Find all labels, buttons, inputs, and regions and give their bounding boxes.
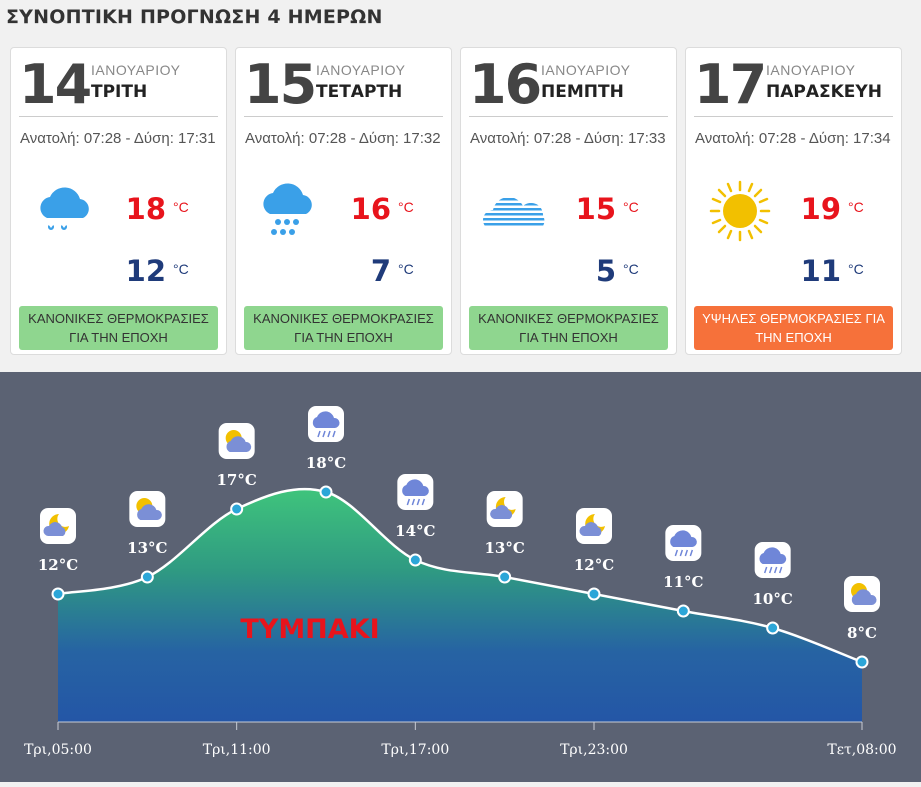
rain-cloud-icon (397, 474, 434, 510)
day-card: 16 ΙΑΝΟΥΑΡΙΟΥ ΠΕΜΠΤΗ Ανατολή: 07:28 - Δύ… (460, 47, 677, 355)
point-temperature-label: 12°C (38, 556, 78, 574)
temperature-badge: ΚΑΝΟΝΙΚΕΣ ΘΕΡΜΟΚΡΑΣΙΕΣ ΓΙΑ ΤΗΝ ΕΠΟΧΗ (19, 306, 218, 350)
weekday-label: ΠΑΡΑΣΚΕΥΗ (766, 82, 882, 102)
divider (469, 116, 668, 117)
moon-cloud-icon (486, 491, 523, 527)
day-number: 16 (469, 53, 542, 116)
sun-cloud-icon (129, 491, 166, 527)
x-tick-label: Τρι,11:00 (203, 742, 271, 758)
max-temp-unit: °C (623, 199, 639, 215)
temperature-point[interactable] (766, 621, 780, 635)
sunrise-sunset: Ανατολή: 07:28 - Δύση: 17:31 (20, 130, 216, 147)
temperature-point[interactable] (230, 502, 244, 516)
min-temperature: 12 (125, 254, 166, 288)
min-temp-unit: °C (173, 261, 189, 277)
min-temp-unit: °C (848, 261, 864, 277)
month-label: ΙΑΝΟΥΑΡΙΟΥ (766, 62, 856, 78)
weekday-label: ΤΡΙΤΗ (91, 82, 148, 102)
x-tick-label: Τετ,08:00 (827, 742, 896, 758)
temperature-badge: ΚΑΝΟΝΙΚΕΣ ΘΕΡΜΟΚΡΑΣΙΕΣ ΓΙΑ ΤΗΝ ΕΠΟΧΗ (469, 306, 668, 350)
x-tick-label: Τρι,23:00 (560, 742, 628, 758)
max-temperature: 19 (800, 192, 841, 226)
hourly-temperature-chart: Τρι,05:00 Τρι,11:00 Τρι,17:00 Τρι,23:00 Τετ,… (24, 406, 897, 758)
rain-cloud-icon (40, 187, 89, 230)
temperature-area (58, 489, 862, 722)
divider (19, 116, 218, 117)
weekday-label: ΤΕΤΑΡΤΗ (316, 82, 403, 102)
point-temperature-label: 13°C (485, 539, 525, 557)
point-temperature-label: 11°C (663, 573, 703, 591)
max-temp-unit: °C (398, 199, 414, 215)
temperature-point[interactable] (408, 553, 422, 567)
sunrise-sunset: Ανατολή: 07:28 - Δύση: 17:32 (245, 130, 441, 147)
month-label: ΙΑΝΟΥΑΡΙΟΥ (91, 62, 181, 78)
max-temperature: 16 (350, 192, 391, 226)
sun-cloud-icon (844, 576, 880, 612)
day-card: 17 ΙΑΝΟΥΑΡΙΟΥ ΠΑΡΑΣΚΕΥΗ Ανατολή: 07:28 -… (685, 47, 902, 355)
sunrise-sunset: Ανατολή: 07:28 - Δύση: 17:33 (470, 130, 666, 147)
weekday-label: ΠΕΜΠΤΗ (541, 82, 624, 102)
temperature-point[interactable] (587, 587, 601, 601)
min-temperature: 5 (595, 254, 616, 288)
temperature-point[interactable] (498, 570, 512, 584)
point-temperature-label: 8°C (847, 624, 877, 642)
temperature-badge: ΚΑΝΟΝΙΚΕΣ ΘΕΡΜΟΚΡΑΣΙΕΣ ΓΙΑ ΤΗΝ ΕΠΟΧΗ (244, 306, 443, 350)
max-temp-unit: °C (848, 199, 864, 215)
sun-icon (709, 180, 771, 242)
rain-cloud-icon (665, 525, 702, 561)
day-number: 17 (694, 53, 767, 116)
hourly-chart-panel: Τρι,05:00 Τρι,11:00 Τρι,17:00 Τρι,23:00 Τετ,… (0, 372, 921, 782)
point-temperature-label: 12°C (574, 556, 614, 574)
point-temperature-label: 10°C (753, 590, 793, 608)
min-temp-unit: °C (623, 261, 639, 277)
temperature-point[interactable] (676, 604, 690, 618)
divider (694, 116, 893, 117)
day-number: 15 (244, 53, 317, 116)
temperature-line (57, 487, 863, 664)
min-temperature: 11 (800, 254, 841, 288)
temperature-point[interactable] (319, 485, 333, 499)
min-temp-unit: °C (398, 261, 414, 277)
temperature-point[interactable] (855, 655, 869, 669)
rain-cloud-icon (308, 406, 344, 442)
month-label: ΙΑΝΟΥΑΡΙΟΥ (541, 62, 631, 78)
day-number: 14 (19, 53, 92, 116)
sunrise-sunset: Ανατολή: 07:28 - Δύση: 17:34 (695, 130, 891, 147)
sun-cloud-icon (218, 423, 255, 459)
max-temperature: 18 (125, 192, 166, 226)
point-temperature-label: 14°C (395, 522, 435, 540)
fog-cloud-icon (483, 198, 545, 226)
point-temperature-label: 18°C (306, 454, 346, 472)
temperature-point[interactable] (51, 587, 65, 601)
x-tick-label: Τρι,17:00 (381, 742, 449, 758)
location-label: ΤΥΜΠΑΚΙ (240, 614, 379, 645)
max-temperature: 15 (575, 192, 616, 226)
max-temp-unit: °C (173, 199, 189, 215)
point-temperature-label: 13°C (127, 539, 167, 557)
x-tick-label: Τρι,05:00 (24, 742, 92, 758)
moon-cloud-icon (40, 508, 76, 544)
day-card: 14 ΙΑΝΟΥΑΡΙΟΥ ΤΡΙΤΗ Ανατολή: 07:28 - Δύσ… (10, 47, 227, 355)
point-temperature-label: 17°C (217, 471, 257, 489)
rain-cloud-icon (754, 542, 791, 578)
divider (244, 116, 443, 117)
heavy-rain-cloud-icon (263, 183, 312, 235)
forecast-cards: 14 ΙΑΝΟΥΑΡΙΟΥ ΤΡΙΤΗ Ανατολή: 07:28 - Δύσ… (10, 47, 904, 357)
page-title: ΣΥΝΟΠΤΙΚΗ ΠΡΟΓΝΩΣΗ 4 ΗΜΕΡΩΝ (6, 6, 383, 28)
day-card: 15 ΙΑΝΟΥΑΡΙΟΥ ΤΕΤΑΡΤΗ Ανατολή: 07:28 - Δ… (235, 47, 452, 355)
min-temperature: 7 (370, 254, 391, 288)
temperature-point[interactable] (140, 570, 154, 584)
month-label: ΙΑΝΟΥΑΡΙΟΥ (316, 62, 406, 78)
temperature-badge: ΥΨΗΛΕΣ ΘΕΡΜΟΚΡΑΣΙΕΣ ΓΙΑ ΤΗΝ ΕΠΟΧΗ (694, 306, 893, 350)
moon-cloud-icon (576, 508, 612, 544)
